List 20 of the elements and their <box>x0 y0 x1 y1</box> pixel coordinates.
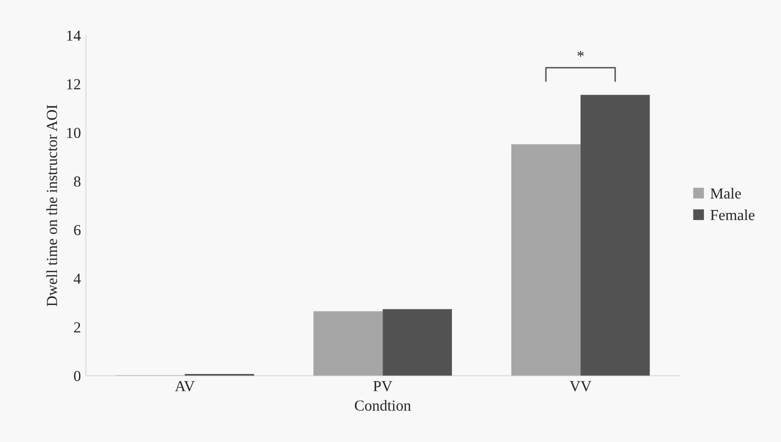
y-tick-label: 6 <box>74 225 81 236</box>
legend-label: Male <box>710 188 741 199</box>
annotation: * <box>577 51 584 57</box>
legend-label: Female <box>710 209 754 220</box>
x-axis-title: Condtion <box>354 400 411 411</box>
y-tick-label: 12 <box>67 79 80 90</box>
y-tick-label: 10 <box>67 128 80 138</box>
y-tick-label: 4 <box>74 274 81 284</box>
bar <box>313 311 383 376</box>
x-tick-label: PV <box>373 381 392 392</box>
bar <box>580 94 650 376</box>
x-tick-label: VV <box>570 381 592 392</box>
y-tick-label: 14 <box>67 30 81 41</box>
y-axis-title: Dwell time on the instructor AOI <box>46 104 58 306</box>
bar <box>382 309 452 376</box>
y-tick-label: 8 <box>74 176 80 187</box>
y-tick-label: 2 <box>74 322 80 332</box>
x-tick-label: AV <box>174 381 195 392</box>
bar <box>511 144 581 376</box>
y-tick-label: 0 <box>74 370 80 382</box>
